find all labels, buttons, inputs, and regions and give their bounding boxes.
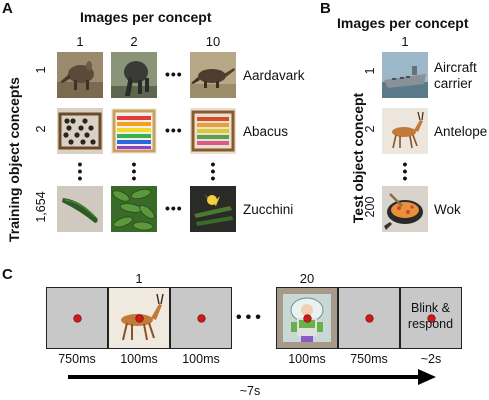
- panel-b-row-num-last: 200: [363, 191, 377, 223]
- panel-a-row-num-1: 1: [34, 60, 48, 80]
- duration-stimulus-1: 100ms: [108, 352, 170, 366]
- ellipsis-icon: •••: [165, 122, 183, 138]
- duration-fixation-post: 750ms: [338, 352, 400, 366]
- fixation-frame-pre: [46, 287, 108, 349]
- concept-aircraft-line-1: Aircraft: [434, 60, 477, 76]
- duration-fixation-between: 100ms: [170, 352, 232, 366]
- concept-antelope: Antelope: [434, 124, 487, 140]
- fixation-dot: [366, 315, 373, 322]
- ellipsis-icon: •••: [165, 66, 183, 82]
- concept-aardavark: Aardavark: [243, 68, 305, 84]
- blink-line-2: respond: [401, 316, 460, 332]
- duration-fixation-pre: 750ms: [46, 352, 108, 366]
- aardvark-image-10: [190, 52, 236, 98]
- zucchini-image-10: [190, 186, 236, 232]
- ellipsis-icon: •••: [236, 309, 265, 327]
- antelope-image: [382, 108, 428, 154]
- fixation-frame-between: [170, 287, 232, 349]
- abacus-image-10: [190, 108, 236, 154]
- aardvark-image-2: [111, 52, 157, 98]
- abacus-image-1: [57, 108, 103, 154]
- panel-c-letter: C: [2, 266, 13, 283]
- stimulus-frame-1: [108, 287, 170, 349]
- vertical-ellipsis-icon: • • •: [57, 161, 103, 182]
- panel-a-col-2: 2: [111, 34, 157, 49]
- fixation-dot: [304, 315, 311, 322]
- stimulus-frame-20: [276, 287, 338, 349]
- concept-wok: Wok: [434, 202, 461, 218]
- concept-aircraft-line-2: carrier: [434, 76, 472, 92]
- fixation-dot: [198, 315, 205, 322]
- vertical-ellipsis-icon: • • •: [190, 161, 236, 182]
- image-label-1: 1: [108, 271, 170, 286]
- panel-b-col-1: 1: [382, 34, 428, 49]
- ellipsis-icon: •••: [165, 200, 183, 216]
- aardvark-image-1: [57, 52, 103, 98]
- panel-a-y-title: Training object concepts: [6, 82, 22, 242]
- panel-b-header: Images per concept: [337, 15, 469, 31]
- concept-abacus: Abacus: [243, 124, 288, 140]
- fixation-frame-post: [338, 287, 400, 349]
- panel-a-row-num-last: 1,654: [34, 184, 48, 230]
- fixation-dot: [74, 315, 81, 322]
- panel-a-row-num-2: 2: [34, 119, 48, 139]
- fixation-dot: [136, 315, 143, 322]
- panel-a-col-10: 10: [190, 34, 236, 49]
- duration-stimulus-20: 100ms: [276, 352, 338, 366]
- vertical-ellipsis-icon: • • •: [382, 161, 428, 182]
- zucchini-image-2: [111, 186, 157, 232]
- blink-line-1: Blink &: [401, 300, 460, 316]
- panel-b-row-num-1: 1: [363, 61, 377, 81]
- abacus-image-2: [111, 108, 157, 154]
- wok-image: [382, 186, 428, 232]
- panel-a-letter: A: [2, 0, 13, 17]
- vertical-ellipsis-icon: • • •: [111, 161, 157, 182]
- panel-b-row-num-2: 2: [363, 119, 377, 139]
- zucchini-image-1: [57, 186, 103, 232]
- image-label-20: 20: [276, 271, 338, 286]
- aircraft-carrier-image: [382, 52, 428, 98]
- duration-blink-respond: ~2s: [400, 352, 462, 366]
- panel-a-col-1: 1: [57, 34, 103, 49]
- panel-b-letter: B: [320, 0, 331, 17]
- panel-a-header: Images per concept: [80, 9, 212, 25]
- blink-respond-text: Blink & respond: [401, 300, 460, 332]
- blink-respond-frame: Blink & respond: [400, 287, 462, 349]
- timeline-arrow: [60, 369, 440, 385]
- total-duration: ~7s: [220, 384, 280, 398]
- concept-zucchini: Zucchini: [243, 202, 293, 218]
